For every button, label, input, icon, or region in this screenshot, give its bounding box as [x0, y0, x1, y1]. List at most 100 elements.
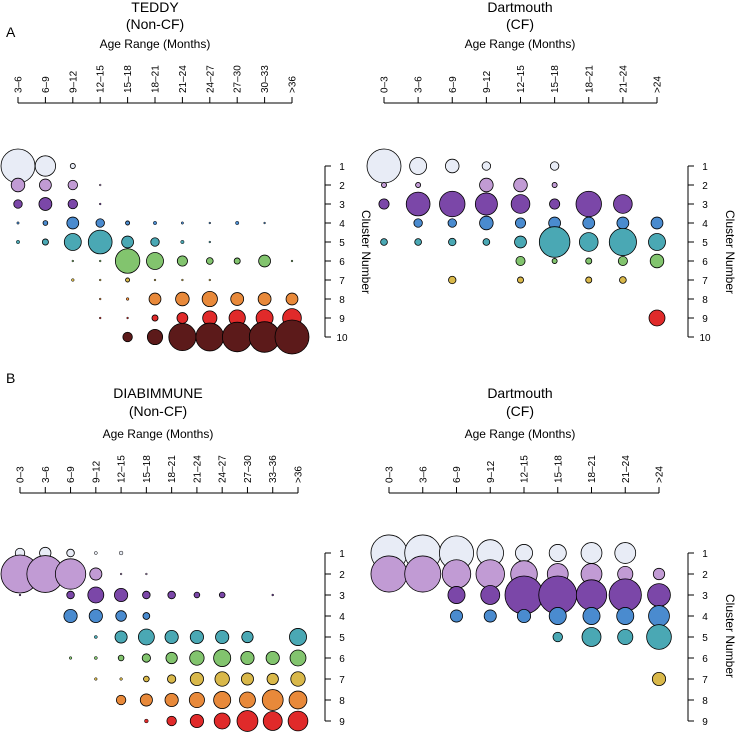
chart-subtitle: (Non-CF) — [126, 16, 184, 32]
x-tick-label: 12–15 — [96, 65, 107, 93]
bubble-cluster-8 — [139, 693, 153, 707]
y-tick-label: 3 — [339, 591, 345, 602]
bubble-cluster-4 — [42, 220, 49, 226]
bubble-cluster-5 — [87, 229, 113, 255]
bubble-cluster-5 — [380, 238, 388, 246]
bubble-cluster-6 — [71, 259, 74, 263]
bubble-cluster-9 — [176, 312, 189, 324]
bubble-cluster-7 — [189, 671, 204, 687]
bubble-cluster-5 — [448, 237, 457, 247]
y-tick-label: 4 — [702, 612, 708, 623]
bubble-cluster-8 — [164, 692, 179, 708]
bubble-cluster-10 — [195, 322, 225, 352]
y-axis-title: Cluster Number — [359, 210, 373, 294]
y-tick-label: 1 — [702, 162, 708, 173]
x-tick-label: 3–6 — [14, 76, 25, 93]
y-tick-label: 4 — [339, 612, 345, 623]
bubble-cluster-5 — [121, 235, 134, 249]
bubble-cluster-9 — [99, 316, 102, 320]
bubble-cluster-9 — [166, 715, 177, 727]
y-tick-label: 8 — [339, 696, 345, 707]
bubble-cluster-7 — [99, 278, 102, 282]
bubble-cluster-4 — [235, 221, 240, 225]
bubble-cluster-4 — [125, 220, 131, 226]
chart-title: TEDDY — [131, 0, 179, 15]
bubble-cluster-1 — [515, 544, 533, 562]
bubble-cluster-4 — [516, 608, 532, 624]
bubble-cluster-9 — [648, 309, 666, 327]
bubble-cluster-4 — [447, 218, 457, 228]
chart-subtitle: (CF) — [506, 16, 534, 32]
bubble-cluster-3 — [613, 194, 633, 214]
y-tick-label: 10 — [336, 333, 348, 344]
x-tick-label: 33–36 — [268, 455, 279, 483]
y-tick-label: 2 — [702, 570, 708, 581]
bubble-cluster-4 — [483, 609, 497, 623]
x-tick-label: 3–6 — [418, 466, 429, 483]
bubble-cluster-2 — [415, 182, 422, 188]
bubble-cluster-7 — [448, 275, 457, 285]
bubble-cluster-4 — [153, 221, 157, 225]
bubble-cluster-9 — [236, 710, 259, 732]
bubble-cluster-4 — [582, 216, 596, 230]
bubble-cluster-1 — [118, 550, 124, 556]
x-tick-label: 9–12 — [91, 460, 102, 483]
y-tick-label: 7 — [339, 675, 345, 686]
chart-title: Dartmouth — [487, 0, 552, 15]
x-tick-label: 27–30 — [233, 65, 244, 93]
bubble-cluster-8 — [285, 292, 299, 306]
bubble-cluster-8 — [99, 297, 102, 301]
y-tick-label: 4 — [702, 219, 708, 230]
bubble-cluster-4 — [115, 610, 127, 622]
y-tick-label: 1 — [702, 549, 708, 560]
bubble-cluster-2 — [39, 178, 52, 192]
bubble-cluster-2 — [54, 558, 87, 590]
x-axis-title: Age Range (Months) — [465, 427, 576, 441]
bubble-cluster-1 — [548, 544, 567, 562]
x-tick-label: 18–21 — [167, 455, 178, 483]
bubble-cluster-1 — [445, 158, 460, 174]
bubble-cluster-4 — [413, 218, 423, 228]
bubble-cluster-5 — [180, 240, 185, 244]
bubble-cluster-4 — [263, 221, 266, 225]
y-tick-label: 3 — [702, 591, 708, 602]
y-tick-label: 9 — [702, 717, 708, 728]
bubble-cluster-6 — [68, 656, 73, 660]
y-tick-label: 2 — [339, 570, 345, 581]
bubble-cluster-4 — [616, 607, 635, 625]
bubble-cluster-3 — [378, 198, 390, 210]
bubble-cluster-5 — [41, 238, 49, 246]
bubble-cluster-10 — [274, 319, 310, 355]
x-tick-label: 6–9 — [452, 466, 463, 483]
bubble-cluster-7 — [214, 671, 230, 687]
bubble-cluster-5 — [289, 628, 307, 646]
bubble-cluster-6 — [176, 255, 188, 267]
x-tick-label: 0–3 — [380, 76, 391, 93]
bubble-cluster-5 — [150, 237, 160, 247]
bubble-cluster-4 — [16, 221, 20, 225]
x-tick-label: 18–21 — [151, 65, 162, 93]
bubble-cluster-9 — [126, 316, 129, 320]
bubble-cluster-4 — [515, 217, 527, 229]
bubble-cluster-3 — [510, 194, 531, 214]
y-tick-label: 6 — [702, 257, 708, 268]
x-tick-label: >36 — [288, 76, 299, 93]
y-tick-label: 6 — [339, 654, 345, 665]
x-tick-label: 15–18 — [142, 455, 153, 483]
x-tick-label: 18–21 — [584, 65, 595, 93]
bubble-cluster-6 — [617, 256, 628, 266]
bubble-cluster-2 — [89, 567, 103, 581]
y-tick-label: 10 — [699, 333, 711, 344]
bubble-cluster-8 — [261, 689, 284, 711]
bubble-cluster-3 — [575, 579, 608, 611]
bubble-cluster-6 — [141, 653, 151, 663]
x-tick-label: 24–27 — [205, 65, 216, 93]
bubble-cluster-4 — [648, 605, 670, 627]
x-tick-label: 9–12 — [482, 70, 493, 93]
bubble-cluster-6 — [551, 258, 558, 264]
bubble-cluster-2 — [370, 555, 408, 593]
y-tick-label: 7 — [702, 276, 708, 287]
x-tick-label: 6–9 — [66, 466, 77, 483]
bubble-cluster-2 — [99, 183, 102, 187]
bubble-cluster-3 — [647, 583, 671, 607]
